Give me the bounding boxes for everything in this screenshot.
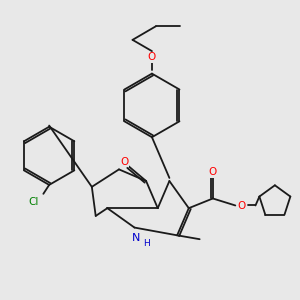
Text: O: O — [120, 157, 128, 166]
Text: Cl: Cl — [28, 196, 39, 207]
Text: O: O — [148, 52, 156, 62]
Text: O: O — [238, 201, 246, 211]
Text: H: H — [143, 239, 149, 248]
Text: N: N — [132, 233, 141, 243]
Text: O: O — [209, 167, 217, 178]
